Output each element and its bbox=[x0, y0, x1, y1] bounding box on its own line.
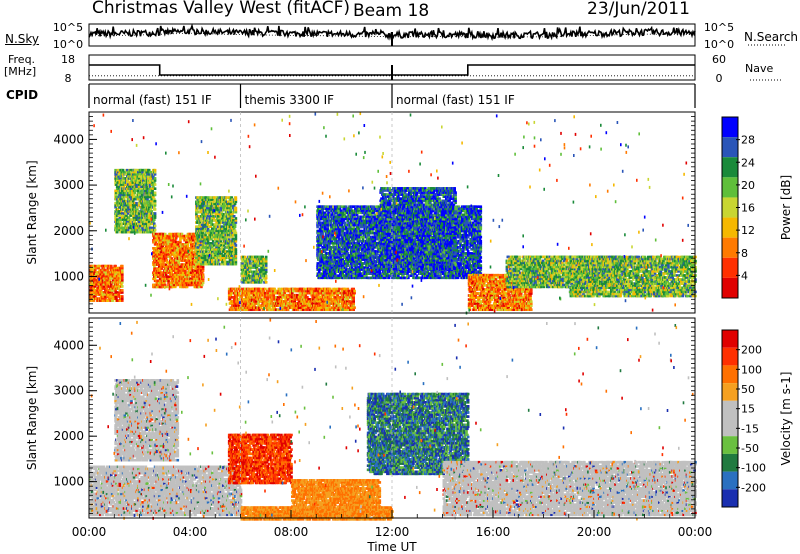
power-cell bbox=[353, 290, 356, 293]
cpid-mode-label: normal (fast) 151 IF bbox=[396, 93, 515, 107]
power-cell bbox=[96, 271, 99, 274]
power-cell bbox=[154, 177, 157, 180]
power-cell bbox=[198, 252, 201, 255]
freq-right-tick-top: 60 bbox=[712, 53, 726, 66]
freq-left-tick-bottom: 8 bbox=[65, 72, 72, 85]
power-cell bbox=[265, 256, 268, 259]
power-cell bbox=[121, 295, 124, 298]
power-cell bbox=[121, 265, 124, 268]
noise-left-tick-top: 10^5 bbox=[53, 21, 83, 34]
power-cell bbox=[235, 207, 238, 210]
cpid-mode-label: themis 3300 IF bbox=[245, 93, 335, 107]
power-cell bbox=[154, 225, 157, 228]
power-cell bbox=[338, 288, 341, 291]
power-cell bbox=[154, 212, 157, 215]
power-cell bbox=[154, 229, 157, 232]
power-cell bbox=[154, 183, 157, 186]
power-cell bbox=[154, 192, 157, 195]
cpid-mode-label: normal (fast) 151 IF bbox=[93, 93, 212, 107]
power-cell bbox=[235, 217, 238, 220]
noise-right-tick-bottom: 10^0 bbox=[704, 38, 734, 51]
power-cell bbox=[121, 289, 124, 292]
power-cell bbox=[235, 232, 238, 235]
power-cell bbox=[154, 200, 157, 203]
power-cell bbox=[154, 169, 157, 172]
power-cell bbox=[154, 187, 157, 190]
power-cell bbox=[121, 285, 124, 288]
power-cell bbox=[265, 281, 268, 284]
power-cell bbox=[248, 288, 251, 291]
power-cell bbox=[154, 208, 157, 211]
power-cell bbox=[110, 265, 113, 268]
freq-right-tick-bottom: 0 bbox=[716, 72, 723, 85]
power-cell bbox=[353, 306, 356, 309]
power-cell bbox=[235, 196, 238, 199]
noise-right-tick-top: 10^5 bbox=[704, 21, 734, 34]
freq-left-tick-top: 18 bbox=[61, 53, 75, 66]
power-cell bbox=[235, 244, 238, 247]
power-cell bbox=[265, 275, 268, 278]
noise-left-tick-bottom: 10^0 bbox=[53, 38, 83, 51]
power-cell bbox=[235, 248, 238, 251]
power-cell bbox=[310, 288, 313, 291]
power-cell bbox=[98, 265, 101, 268]
